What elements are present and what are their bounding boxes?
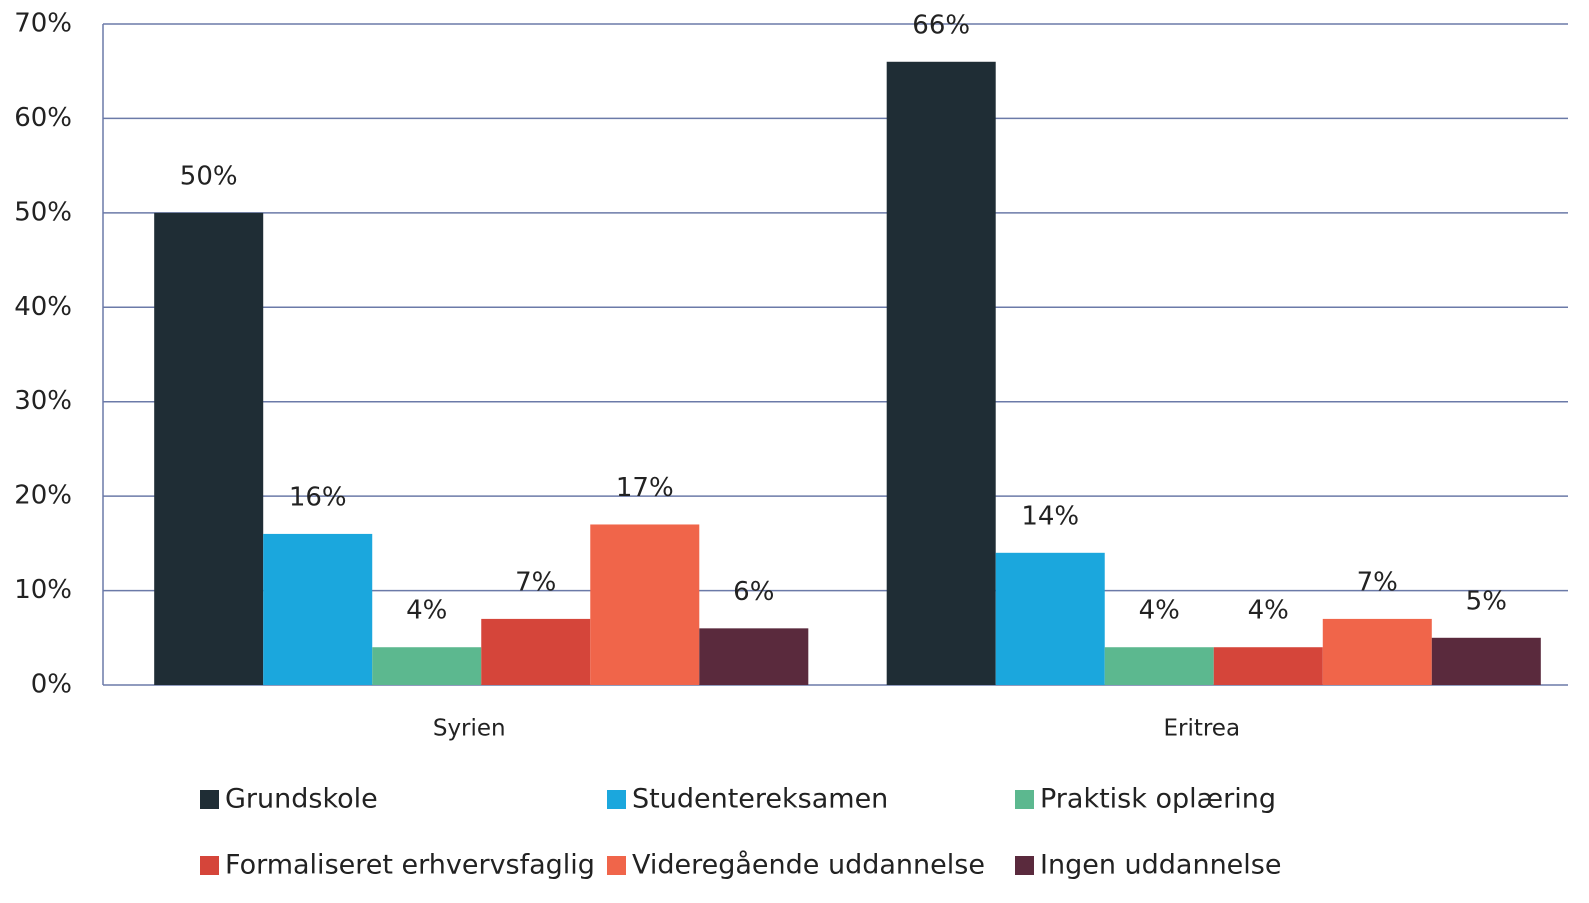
value-label: 4% bbox=[1139, 596, 1180, 626]
value-label: 16% bbox=[289, 482, 347, 512]
value-label: 14% bbox=[1021, 501, 1079, 531]
legend-swatch bbox=[607, 790, 626, 809]
y-tick-label: 10% bbox=[14, 575, 72, 605]
bar bbox=[699, 628, 809, 685]
x-tick-label: Syrien bbox=[433, 716, 506, 742]
bar bbox=[1213, 647, 1323, 685]
y-tick-label: 40% bbox=[14, 292, 72, 322]
legend-label: Praktisk oplæring bbox=[1040, 784, 1276, 815]
legend-label: Formaliseret erhvervsfaglig bbox=[225, 850, 595, 881]
y-tick-label: 0% bbox=[31, 670, 72, 700]
bar bbox=[263, 533, 373, 685]
y-tick-label: 20% bbox=[14, 481, 72, 511]
y-tick-label: 70% bbox=[14, 9, 72, 39]
legend-swatch bbox=[1015, 790, 1034, 809]
legend-label: Grundskole bbox=[225, 784, 378, 815]
x-tick-label: Eritrea bbox=[1163, 716, 1240, 742]
legend-swatch bbox=[200, 790, 219, 809]
bar bbox=[1322, 618, 1432, 685]
legend-swatch bbox=[1015, 856, 1034, 875]
legend-swatch bbox=[200, 856, 219, 875]
value-label: 66% bbox=[912, 10, 970, 40]
bar bbox=[995, 552, 1105, 685]
value-label: 4% bbox=[1248, 596, 1289, 626]
bar bbox=[886, 61, 996, 686]
bar bbox=[590, 524, 700, 685]
legend-label: Ingen uddannelse bbox=[1040, 850, 1281, 881]
bar bbox=[372, 647, 482, 685]
value-label: 7% bbox=[515, 567, 556, 597]
y-tick-label: 60% bbox=[14, 103, 72, 133]
value-label: 17% bbox=[616, 473, 674, 503]
value-label: 7% bbox=[1357, 567, 1398, 597]
bar bbox=[481, 618, 591, 685]
y-tick-label: 50% bbox=[14, 197, 72, 227]
bar bbox=[154, 212, 264, 685]
legend-label: Studentereksamen bbox=[632, 784, 888, 815]
value-label: 5% bbox=[1466, 586, 1507, 616]
value-label: 50% bbox=[180, 161, 238, 191]
y-tick-label: 30% bbox=[14, 386, 72, 416]
value-label: 6% bbox=[733, 577, 774, 607]
bar bbox=[1104, 647, 1214, 685]
value-label: 4% bbox=[406, 596, 447, 626]
bar bbox=[1431, 637, 1541, 685]
legend-label: Videregående uddannelse bbox=[632, 850, 985, 881]
legend-swatch bbox=[607, 856, 626, 875]
